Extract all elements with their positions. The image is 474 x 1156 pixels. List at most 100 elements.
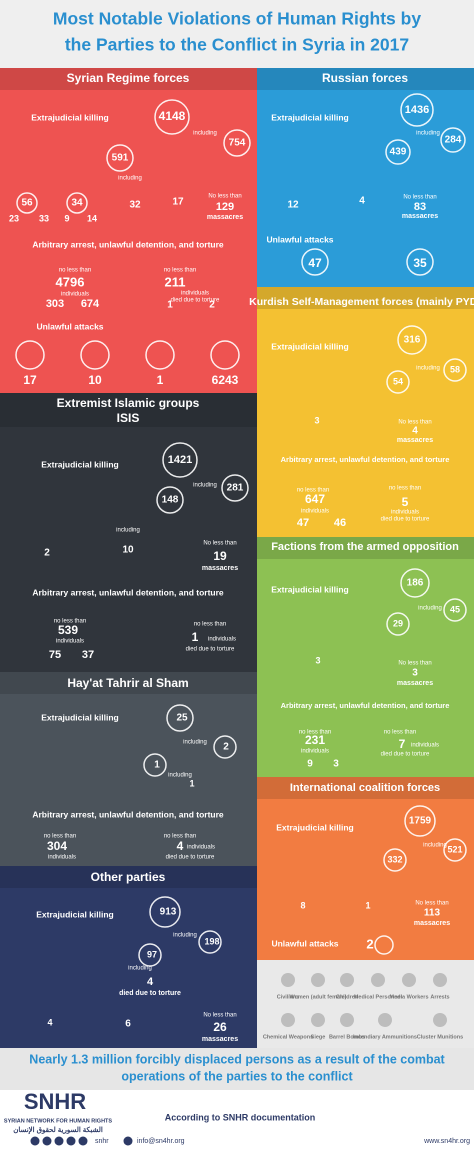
value: 913 [160, 907, 177, 918]
value: 1759 [409, 816, 432, 827]
value: 7 [399, 737, 406, 751]
label: individuals [61, 292, 89, 298]
value: 647 [305, 492, 325, 506]
label: massacres [402, 213, 438, 220]
legend-icon [402, 973, 416, 987]
logo: SNHR [24, 1089, 86, 1114]
value: 34 [71, 198, 83, 209]
value: 1 [157, 373, 164, 387]
label: no less than [384, 730, 416, 736]
value: 231 [305, 733, 325, 747]
value: 3 [315, 655, 320, 665]
panel-header [0, 866, 257, 888]
icon [156, 486, 184, 514]
panel-title: International coalition forces [290, 782, 440, 794]
label: including [193, 483, 217, 489]
value: 4 [177, 839, 184, 853]
label: individuals [301, 749, 329, 755]
label: died due to torture [119, 990, 181, 997]
panel-header [257, 68, 474, 90]
label: No less than [203, 541, 236, 547]
panel-title: Russian forces [322, 71, 408, 85]
legend-label: Incendiary Ammunitions [353, 1034, 417, 1040]
panel [0, 672, 257, 866]
label: no less than [59, 268, 91, 274]
label: individuals [181, 291, 209, 297]
label: No less than [398, 420, 431, 426]
icon [443, 598, 467, 622]
value: 83 [414, 201, 426, 213]
value: 4 [47, 1017, 52, 1027]
icon [80, 340, 110, 370]
legend-label: Arrests [430, 994, 449, 1000]
social-icon [54, 1136, 64, 1146]
value: 9 [307, 759, 313, 770]
value: 113 [424, 908, 441, 919]
legend-label: Cluster Munitions [417, 1034, 463, 1040]
label: individuals [208, 637, 236, 643]
icon [301, 248, 329, 276]
social-icon [78, 1136, 88, 1146]
value: 75 [49, 649, 61, 661]
value: 2 [223, 742, 229, 753]
value: 97 [147, 949, 157, 959]
label: no less than [54, 619, 86, 625]
icon [149, 896, 181, 928]
value: 6 [125, 1019, 131, 1030]
value: 539 [58, 623, 78, 637]
value: 2 [209, 300, 215, 311]
icon [223, 129, 251, 157]
legend-icon [378, 1013, 392, 1027]
value: 284 [445, 135, 462, 146]
label: massacres [397, 437, 433, 444]
icon [385, 139, 411, 165]
value: 47 [297, 517, 309, 529]
value: 47 [308, 256, 322, 270]
label: individuals [48, 855, 76, 861]
label: died due to torture [166, 855, 215, 861]
org-name: SYRIAN NETWORK FOR HUMAN RIGHTS [4, 1118, 112, 1124]
value: 3 [314, 415, 319, 425]
panel-header [0, 68, 257, 90]
label: Arbitrary arrest, unlawful detention, an… [281, 701, 450, 710]
label: including [418, 606, 442, 612]
value: 316 [404, 335, 421, 346]
label: No less than [398, 661, 431, 667]
value: 5 [402, 495, 409, 509]
label: No less than [208, 194, 241, 200]
icon [213, 735, 237, 759]
social-icon [66, 1136, 76, 1146]
legend-icon [311, 1013, 325, 1027]
title-line: Most Notable Violations of Human Rights … [53, 9, 421, 29]
value: 14 [87, 213, 97, 223]
label: no less than [389, 486, 421, 492]
icon [374, 935, 394, 955]
value: 10 [122, 545, 134, 556]
value: 8 [300, 900, 305, 910]
panel-header [257, 777, 474, 799]
label: massacres [202, 1036, 238, 1043]
value: 129 [216, 201, 234, 213]
value: 32 [129, 200, 141, 211]
value: 4 [359, 196, 365, 207]
value: 45 [450, 604, 460, 614]
icon [162, 442, 198, 478]
label: no less than [299, 730, 331, 736]
panel [257, 537, 474, 777]
label: Extrajudicial killing [31, 112, 108, 122]
label: massacres [202, 565, 238, 572]
label: died due to torture [171, 298, 220, 304]
label: Extrajudicial killing [276, 822, 353, 832]
label: including [173, 933, 197, 939]
label: Unlawful attacks [36, 321, 103, 331]
value: 26 [213, 1020, 227, 1034]
panel [257, 68, 474, 287]
label: Extrajudicial killing [41, 459, 118, 469]
label: Arbitrary arrest, unlawful detention, an… [32, 809, 224, 819]
legend-label: Siege [311, 1034, 326, 1040]
value: 3 [333, 759, 339, 770]
panel-title: Kurdish Self-Management forces (mainly P… [249, 296, 474, 308]
label: including [416, 366, 440, 372]
label: including [118, 176, 142, 182]
icon [154, 99, 190, 135]
